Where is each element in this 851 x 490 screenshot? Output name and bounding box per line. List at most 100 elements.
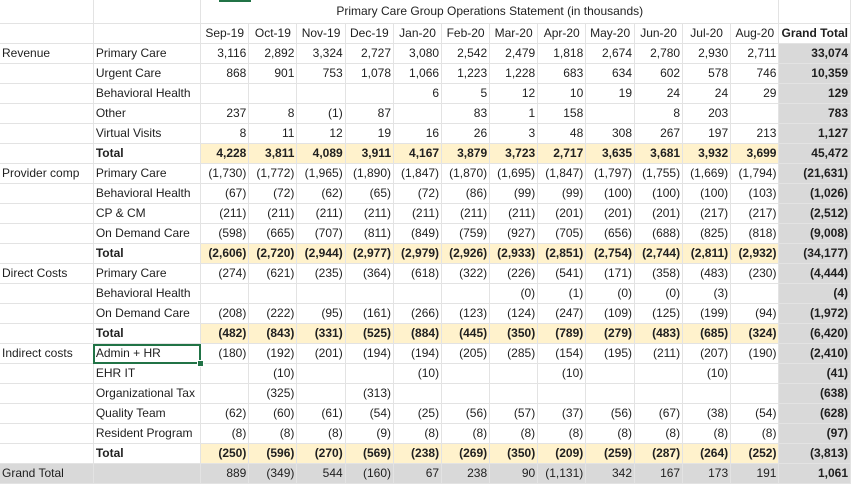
row-label[interactable]: Primary Care [93, 43, 202, 64]
value-cell[interactable]: 2,479 [489, 43, 539, 64]
value-cell[interactable]: (818) [730, 223, 780, 244]
grand-total-cell[interactable]: (21,631) [778, 163, 851, 184]
value-cell[interactable]: (57) [489, 403, 539, 424]
value-cell[interactable]: (1,755) [634, 163, 684, 184]
value-cell[interactable]: (598) [200, 223, 250, 244]
value-cell[interactable]: (125) [634, 303, 684, 324]
value-cell[interactable]: 237 [200, 103, 250, 124]
value-cell[interactable]: (1,847) [537, 163, 587, 184]
value-cell[interactable] [441, 363, 491, 384]
value-cell[interactable]: (1) [296, 103, 346, 124]
cell[interactable] [0, 83, 94, 104]
cell[interactable] [93, 23, 202, 44]
value-cell[interactable]: (99) [537, 183, 587, 204]
value-cell[interactable]: (194) [393, 343, 443, 364]
grand-total-value-cell[interactable]: 90 [489, 463, 539, 484]
value-cell[interactable]: 19 [585, 83, 636, 104]
value-cell[interactable]: (8) [441, 423, 491, 444]
grand-total-cell[interactable]: (97) [778, 423, 851, 444]
row-label[interactable]: EHR IT [93, 363, 202, 384]
cell[interactable] [93, 0, 202, 24]
value-cell[interactable]: (192) [248, 343, 298, 364]
value-cell[interactable]: (688) [634, 223, 684, 244]
grand-total-cell[interactable]: (6,420) [778, 323, 851, 344]
grand-total-cell[interactable]: (2,512) [778, 203, 851, 224]
value-cell[interactable]: 213 [730, 123, 780, 144]
grand-total-value-cell[interactable]: 191 [730, 463, 780, 484]
value-cell[interactable]: 2,892 [248, 43, 298, 64]
value-cell[interactable]: (56) [441, 403, 491, 424]
value-cell[interactable]: (72) [248, 183, 298, 204]
month-header[interactable]: Dec-19 [345, 23, 395, 44]
value-cell[interactable]: 1 [489, 103, 539, 124]
value-cell[interactable]: (211) [393, 203, 443, 224]
value-cell[interactable] [345, 283, 395, 304]
value-cell[interactable]: 2,717 [537, 143, 587, 164]
value-cell[interactable]: (62) [200, 403, 250, 424]
cell[interactable] [0, 203, 94, 224]
row-label[interactable]: Admin + HR [93, 343, 202, 364]
value-cell[interactable]: (1) [537, 283, 587, 304]
value-cell[interactable]: 12 [296, 123, 346, 144]
value-cell[interactable]: (1,695) [489, 163, 539, 184]
grand-total-cell[interactable]: 10,359 [778, 63, 851, 84]
value-cell[interactable]: (2,811) [682, 243, 732, 264]
value-cell[interactable]: (843) [248, 323, 298, 344]
value-cell[interactable]: (195) [585, 343, 636, 364]
value-cell[interactable]: 2,542 [441, 43, 491, 64]
value-cell[interactable] [585, 363, 636, 384]
value-cell[interactable]: (211) [200, 203, 250, 224]
value-cell[interactable] [345, 363, 395, 384]
value-cell[interactable]: 3,911 [345, 143, 395, 164]
value-cell[interactable]: (37) [537, 403, 587, 424]
value-cell[interactable]: (211) [248, 203, 298, 224]
value-cell[interactable]: (1,965) [296, 163, 346, 184]
value-cell[interactable]: 634 [585, 63, 636, 84]
cell[interactable] [0, 223, 94, 244]
value-cell[interactable]: 24 [634, 83, 684, 104]
value-cell[interactable]: (217) [730, 203, 780, 224]
row-label[interactable]: Urgent Care [93, 63, 202, 84]
cell[interactable] [0, 103, 94, 124]
value-cell[interactable]: (811) [345, 223, 395, 244]
value-cell[interactable]: 4,228 [200, 143, 250, 164]
value-cell[interactable]: 5 [441, 83, 491, 104]
grand-total-value-cell[interactable]: (1,131) [537, 463, 587, 484]
grand-total-value-cell[interactable]: 889 [200, 463, 250, 484]
cell[interactable] [0, 183, 94, 204]
value-cell[interactable]: (927) [489, 223, 539, 244]
value-cell[interactable]: (2,720) [248, 243, 298, 264]
value-cell[interactable]: (331) [296, 323, 346, 344]
value-cell[interactable]: (190) [730, 343, 780, 364]
value-cell[interactable]: 16 [393, 123, 443, 144]
grand-total-cell[interactable]: (34,177) [778, 243, 851, 264]
value-cell[interactable]: 901 [248, 63, 298, 84]
value-cell[interactable]: (209) [537, 443, 587, 464]
row-label[interactable]: Other [93, 103, 202, 124]
cell[interactable] [778, 0, 851, 24]
month-header[interactable]: May-20 [585, 23, 636, 44]
value-cell[interactable]: (67) [634, 403, 684, 424]
value-cell[interactable]: 683 [537, 63, 587, 84]
grand-total-value-cell[interactable]: 342 [585, 463, 636, 484]
section-label[interactable]: Provider comp [0, 163, 94, 184]
cell[interactable] [0, 303, 94, 324]
grand-total-header[interactable]: Grand Total [778, 23, 851, 44]
value-cell[interactable]: (1,847) [393, 163, 443, 184]
value-cell[interactable]: (61) [296, 403, 346, 424]
row-label[interactable]: Organizational Tax [93, 383, 202, 404]
value-cell[interactable]: 1,078 [345, 63, 395, 84]
grand-total-cell[interactable]: (638) [778, 383, 851, 404]
value-cell[interactable]: (482) [200, 323, 250, 344]
value-cell[interactable]: 868 [200, 63, 250, 84]
value-cell[interactable]: (313) [345, 383, 395, 404]
value-cell[interactable]: (201) [634, 203, 684, 224]
row-label[interactable]: Primary Care [93, 263, 202, 284]
value-cell[interactable]: (207) [682, 343, 732, 364]
value-cell[interactable]: (269) [441, 443, 491, 464]
value-cell[interactable]: 3 [489, 123, 539, 144]
value-cell[interactable]: 3,681 [634, 143, 684, 164]
value-cell[interactable] [441, 283, 491, 304]
value-cell[interactable]: (2,851) [537, 243, 587, 264]
value-cell[interactable]: (274) [200, 263, 250, 284]
